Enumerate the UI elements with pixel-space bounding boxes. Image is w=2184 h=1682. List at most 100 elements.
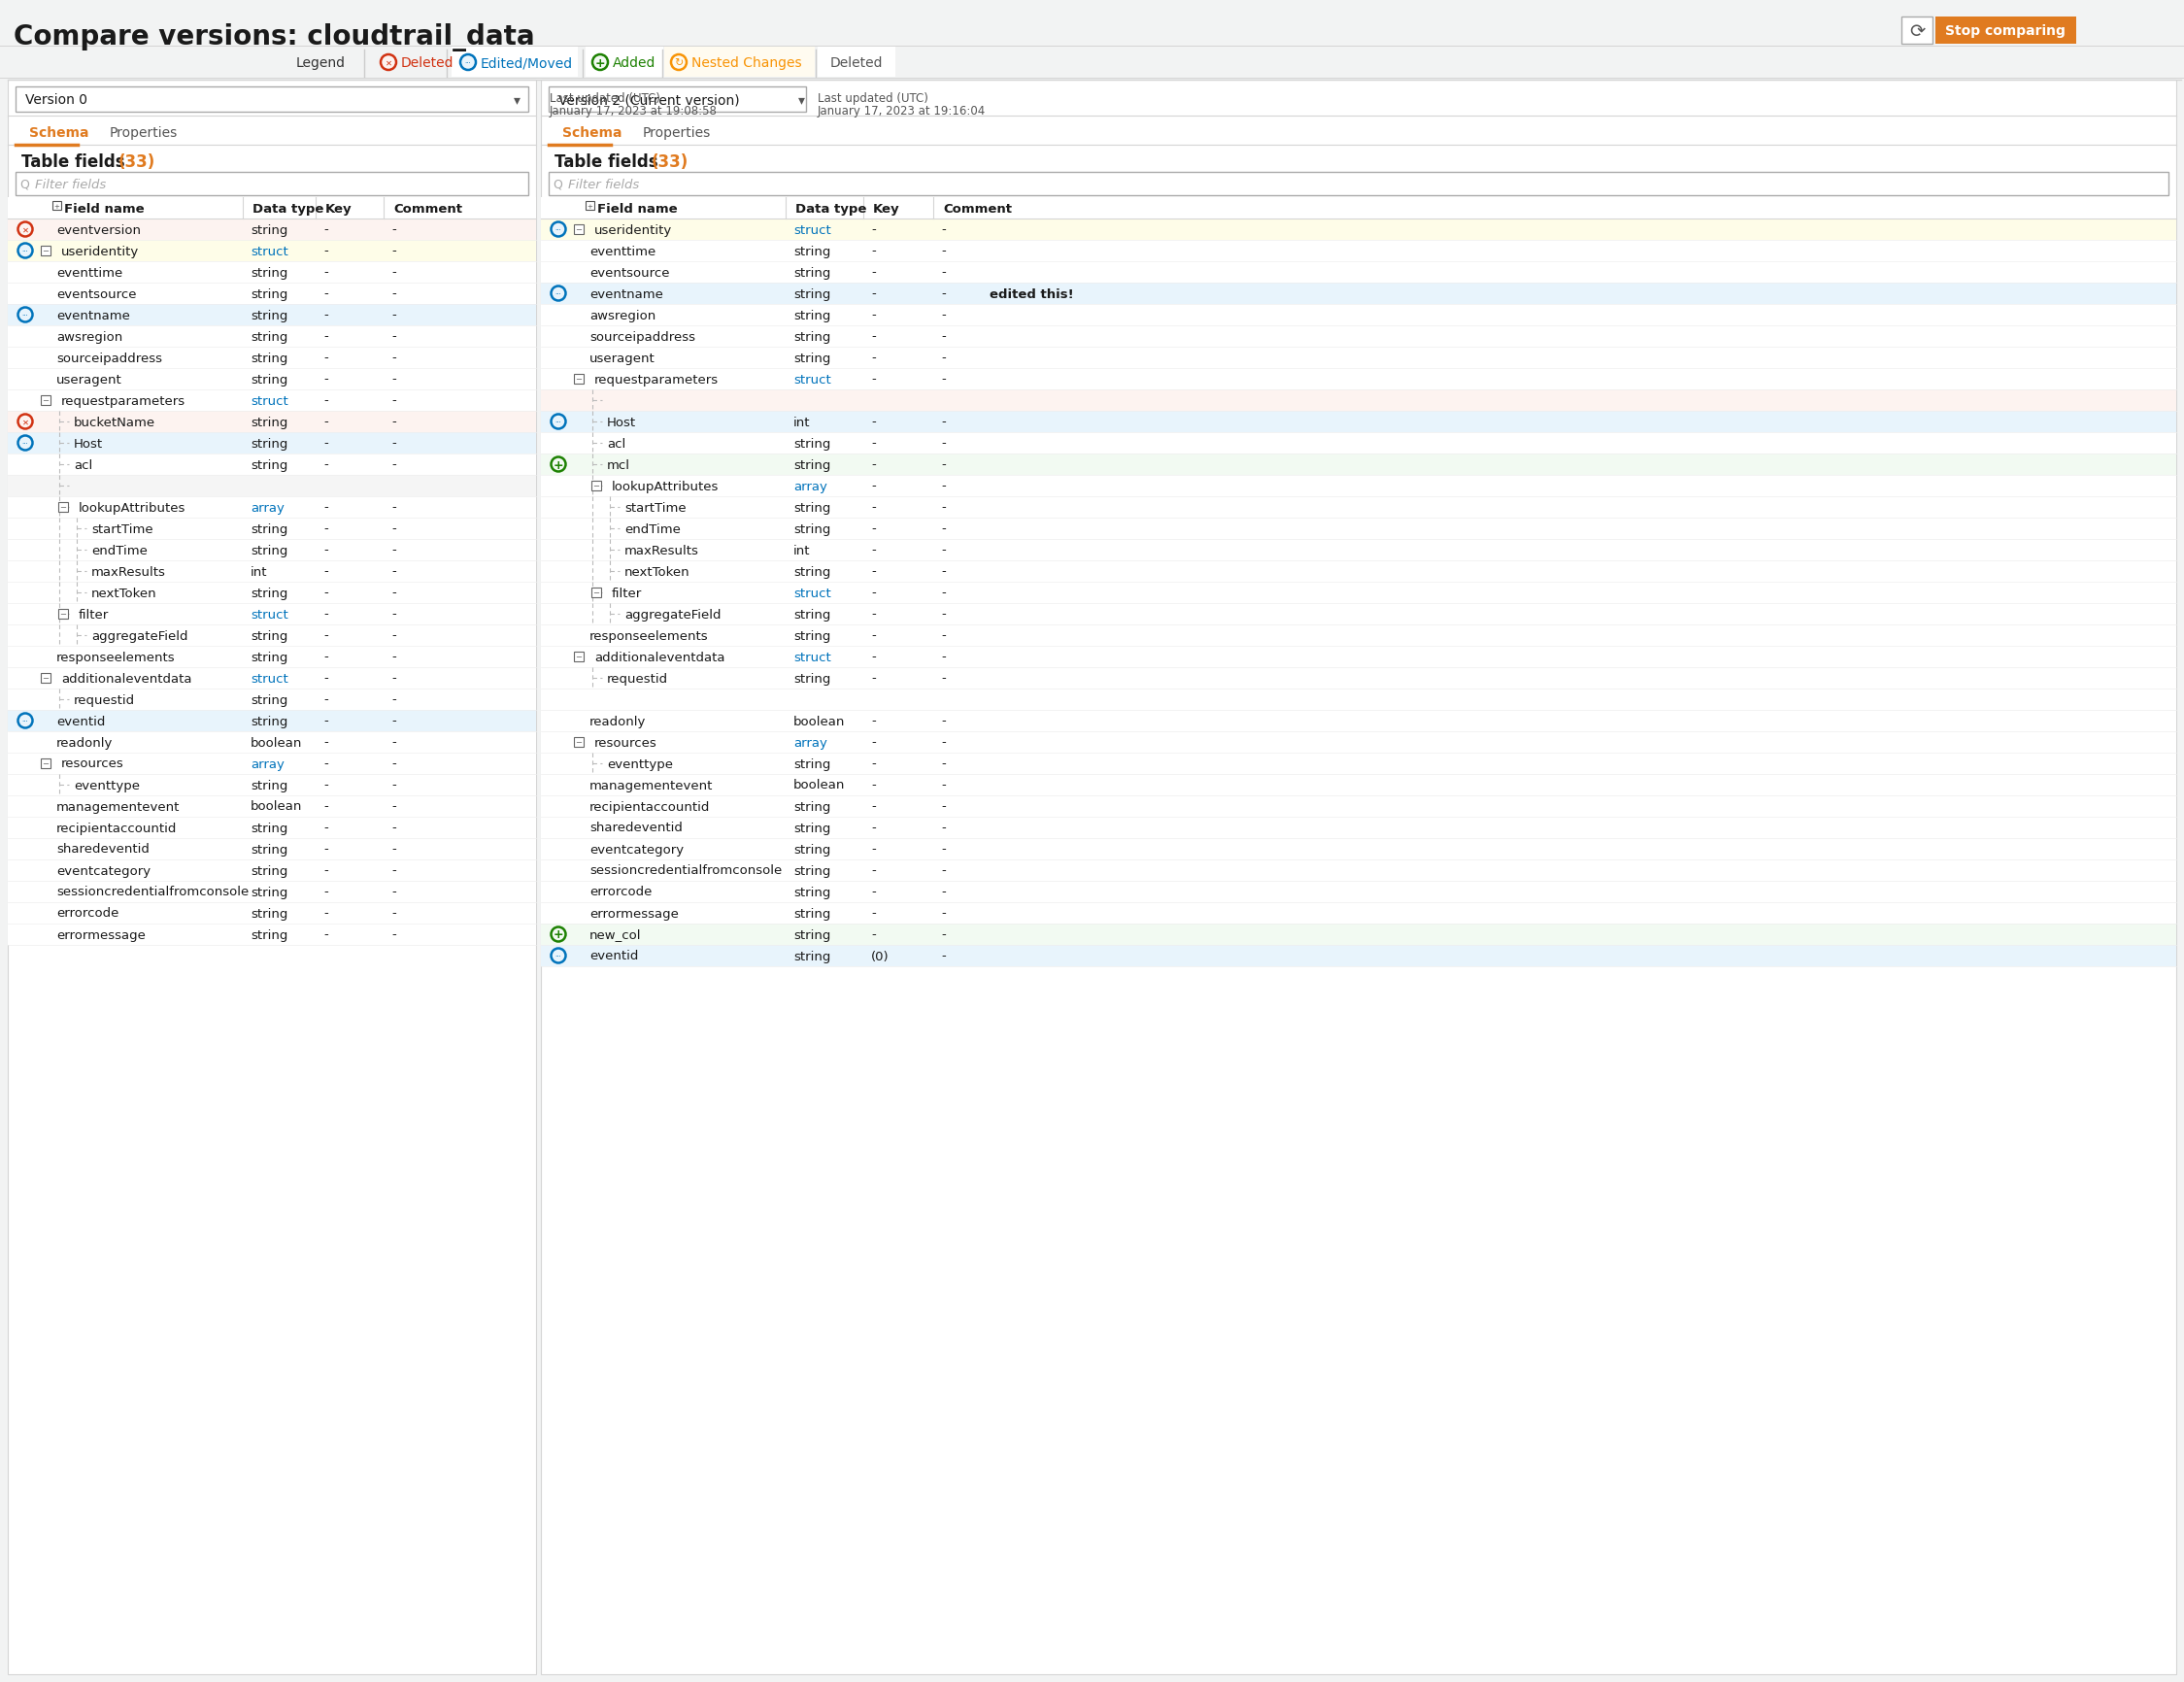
Text: Schema: Schema [561,126,622,140]
Text: -: - [871,715,876,727]
Text: -: - [941,821,946,834]
FancyBboxPatch shape [41,673,50,683]
FancyBboxPatch shape [542,903,2175,923]
Text: -: - [941,224,946,237]
Text: −: − [574,375,583,383]
Text: -: - [391,821,395,834]
Text: ···: ··· [555,291,561,298]
Text: string: string [251,821,288,834]
Text: -: - [871,288,876,301]
Text: -: - [323,224,328,237]
FancyBboxPatch shape [542,326,2175,348]
Text: string: string [251,330,288,343]
Text: -: - [871,587,876,599]
Text: managementevent: managementevent [57,801,179,812]
Text: string: string [793,865,830,876]
Text: -: - [323,843,328,856]
Text: string: string [251,309,288,321]
Text: −: − [574,738,583,747]
Text: -: - [391,266,395,279]
Text: string: string [251,459,288,471]
Text: -: - [323,352,328,365]
Text: requestparameters: requestparameters [594,373,719,385]
Text: Table fields: Table fields [22,153,124,172]
Text: string: string [251,224,288,237]
Text: −: − [41,247,48,256]
Text: ···: ··· [22,441,28,447]
FancyBboxPatch shape [542,839,2175,860]
Text: -: - [323,886,328,898]
Text: -: - [941,437,946,449]
Text: -: - [941,629,946,643]
Text: string: string [251,415,288,429]
Text: -: - [871,886,876,898]
FancyBboxPatch shape [9,241,535,262]
Text: -: - [391,501,395,515]
Text: startTime: startTime [92,523,153,535]
Text: Deleted: Deleted [830,56,882,71]
Text: string: string [251,928,288,940]
Text: -: - [323,543,328,557]
Text: -: - [941,330,946,343]
Text: -: - [941,673,946,685]
Text: -: - [391,629,395,643]
Text: -: - [323,330,328,343]
Text: useragent: useragent [590,352,655,365]
Text: sourceipaddress: sourceipaddress [590,330,695,343]
Text: string: string [793,801,830,812]
Text: ···: ··· [22,313,28,320]
Text: string: string [793,501,830,515]
FancyBboxPatch shape [664,47,815,77]
Text: string: string [251,715,288,727]
Text: -: - [391,459,395,471]
Text: −: − [592,589,601,597]
Text: ···: ··· [555,420,561,426]
FancyBboxPatch shape [542,668,2175,690]
Circle shape [550,949,566,964]
Text: responseelements: responseelements [57,651,175,663]
FancyBboxPatch shape [9,81,535,1674]
FancyBboxPatch shape [9,518,535,540]
Text: Compare versions: cloudtrail_data: Compare versions: cloudtrail_data [13,24,535,50]
Text: string: string [793,246,830,257]
Text: Q: Q [20,178,28,190]
Text: -: - [871,501,876,515]
Text: string: string [251,907,288,920]
Text: maxResults: maxResults [92,565,166,579]
Text: Field name: Field name [596,202,677,215]
Text: −: − [592,481,601,491]
Text: Comment: Comment [943,202,1011,215]
FancyBboxPatch shape [0,47,2184,79]
Text: +: + [587,204,592,209]
Text: string: string [793,886,830,898]
Text: resources: resources [594,737,657,748]
Text: -: - [941,352,946,365]
Text: eventtype: eventtype [74,779,140,792]
Text: awsregion: awsregion [590,309,655,321]
Text: recipientaccountid: recipientaccountid [57,821,177,834]
FancyBboxPatch shape [542,860,2175,881]
Text: -: - [323,415,328,429]
Text: string: string [251,843,288,856]
Text: -: - [941,907,946,920]
Text: string: string [251,693,288,706]
FancyBboxPatch shape [59,609,68,619]
Text: -: - [391,523,395,535]
Text: -: - [941,843,946,856]
Text: -: - [941,609,946,621]
Circle shape [17,244,33,259]
Text: acl: acl [607,437,625,449]
Text: -: - [391,737,395,748]
Text: -: - [871,309,876,321]
FancyBboxPatch shape [542,454,2175,476]
FancyBboxPatch shape [592,481,601,491]
FancyBboxPatch shape [542,732,2175,754]
FancyBboxPatch shape [542,304,2175,326]
Text: array: array [251,757,284,770]
Text: -: - [323,246,328,257]
Text: -: - [391,309,395,321]
FancyBboxPatch shape [0,0,2184,72]
Text: -: - [323,266,328,279]
FancyBboxPatch shape [9,304,535,326]
FancyBboxPatch shape [1935,17,2077,45]
